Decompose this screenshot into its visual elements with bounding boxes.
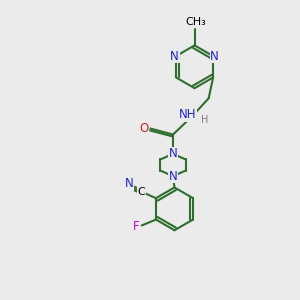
Text: N: N [169, 170, 177, 183]
Text: N: N [125, 177, 134, 190]
Text: O: O [140, 122, 149, 135]
Text: F: F [133, 220, 140, 233]
Text: NH: NH [179, 108, 196, 121]
Text: CH₃: CH₃ [186, 16, 206, 27]
Text: N: N [169, 147, 177, 161]
Text: C: C [137, 187, 145, 196]
Text: N: N [210, 50, 219, 63]
Text: N: N [170, 50, 179, 63]
Text: H: H [201, 115, 208, 125]
